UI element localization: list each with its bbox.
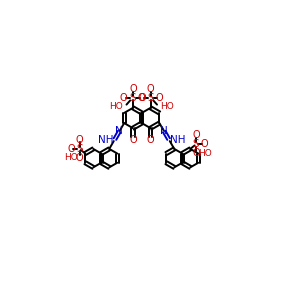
Text: N: N <box>116 127 123 136</box>
Text: O: O <box>156 93 164 103</box>
Text: N: N <box>160 127 168 136</box>
Text: NH: NH <box>98 135 113 146</box>
Text: O: O <box>76 153 83 163</box>
Text: S: S <box>130 93 136 103</box>
Text: O: O <box>192 130 200 140</box>
Text: O: O <box>201 139 208 149</box>
Text: O: O <box>129 135 137 146</box>
Text: O: O <box>147 84 154 94</box>
Text: O: O <box>76 135 83 145</box>
Text: S: S <box>193 139 199 149</box>
Text: O: O <box>67 144 75 154</box>
Text: HO: HO <box>110 102 123 111</box>
Text: O: O <box>129 84 137 94</box>
Text: O: O <box>138 93 146 103</box>
Text: O: O <box>192 148 200 158</box>
Text: O: O <box>137 93 145 103</box>
Text: S: S <box>147 93 154 103</box>
Text: HO: HO <box>198 148 212 158</box>
Text: O: O <box>120 93 127 103</box>
Text: HO: HO <box>160 102 174 111</box>
Text: HO: HO <box>64 153 77 162</box>
Text: O: O <box>147 135 154 146</box>
Text: S: S <box>76 144 83 154</box>
Text: NH: NH <box>170 135 186 146</box>
